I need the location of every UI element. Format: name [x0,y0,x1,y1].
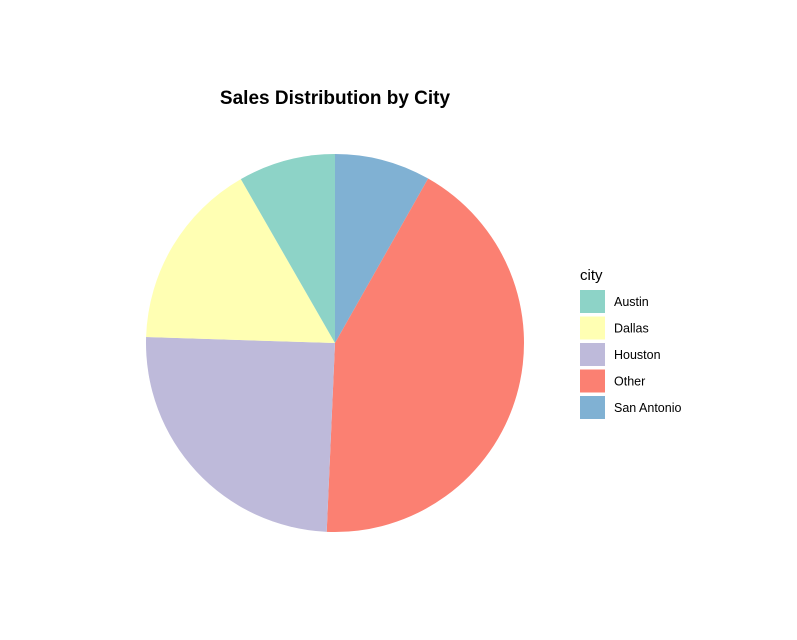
legend-item-dallas: Dallas [580,316,649,340]
pie-slice-san-antonio [335,154,429,343]
legend-label-san-antonio: San Antonio [614,401,681,415]
legend-key-dallas [580,316,605,340]
legend-key-san-antonio [580,396,605,419]
legend-item-other: Other [580,369,645,393]
legend-item-san-antonio: San Antonio [580,396,681,419]
legend: city Austin Dallas Houston Other San Antonio [580,267,681,419]
pie-slices [145,154,525,533]
legend-item-austin: Austin [580,290,649,313]
legend-item-houston: Houston [580,343,661,366]
legend-label-austin: Austin [614,295,649,309]
legend-label-houston: Houston [614,348,661,362]
pie-slice-dallas [146,179,335,343]
chart-title: Sales Distribution by City [220,88,451,109]
pie-slice-other [326,178,525,533]
legend-title: city [580,267,603,284]
legend-label-other: Other [614,375,645,389]
legend-label-dallas: Dallas [614,322,649,336]
legend-key-houston [580,343,605,366]
legend-key-other [580,369,605,393]
pie-slice-austin [240,154,335,343]
pie-slice-houston [145,337,335,532]
legend-key-austin [580,290,605,313]
